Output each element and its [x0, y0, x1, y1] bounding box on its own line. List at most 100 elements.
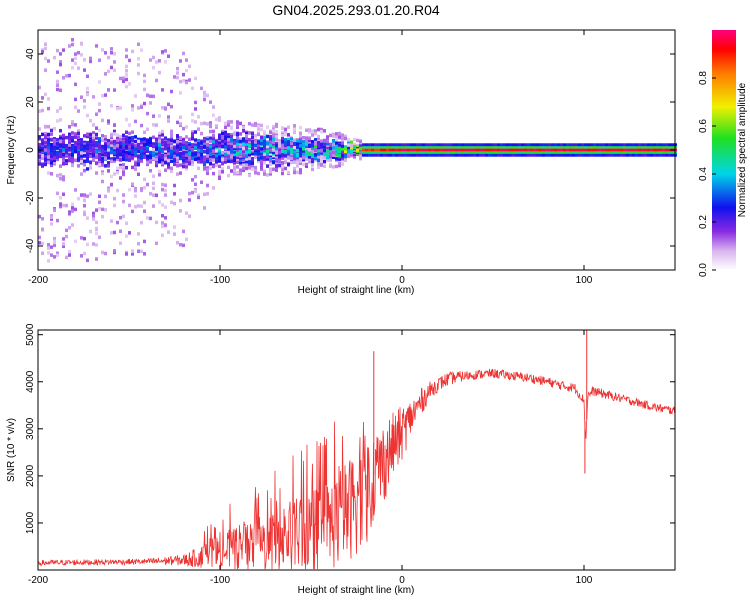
spectrogram-cell	[59, 139, 62, 143]
spectrogram-cell	[626, 143, 629, 147]
spectrogram-cell	[203, 97, 206, 102]
spectrogram-cell	[593, 153, 596, 157]
spectrogram-cell	[122, 133, 125, 138]
spectrogram-cell	[137, 106, 140, 110]
spectrogram-cell	[38, 158, 41, 163]
spectrogram-cell	[554, 145, 557, 149]
spectrogram-cell	[206, 159, 209, 164]
spectrogram-cell	[182, 140, 185, 144]
spectrogram-cell	[374, 143, 377, 147]
spectrogram-cell	[242, 158, 245, 162]
spectrogram-cell	[185, 58, 188, 62]
spectrogram-cell	[71, 120, 74, 124]
spectrogram-cell	[374, 145, 377, 149]
spectrogram-cell	[164, 146, 167, 151]
spectrogram-cell	[146, 216, 149, 220]
spectrogram-cell	[398, 151, 401, 155]
spectrogram-cell	[497, 145, 500, 149]
spectrogram-cell	[569, 153, 572, 157]
spectrogram-cell	[524, 148, 527, 152]
spectrogram-cell	[233, 149, 236, 153]
spectrogram-cell	[425, 151, 428, 155]
spectrogram-cell	[428, 153, 431, 157]
spectrogram-cell	[77, 131, 80, 136]
spectrogram-cell	[89, 56, 92, 61]
spectrogram-cell	[116, 143, 119, 148]
spectrogram-cell	[116, 135, 119, 140]
spectrogram-cell	[338, 146, 341, 151]
spectrogram-cell	[89, 229, 92, 234]
spectrogram-cell	[41, 251, 44, 256]
spectrogram-cell	[116, 153, 119, 158]
spectrogram-cell	[110, 219, 113, 223]
spectrogram-cell	[92, 131, 95, 135]
spectrogram-cell	[392, 148, 395, 152]
spectrogram-cell	[71, 149, 74, 154]
spectrogram-cell	[269, 162, 272, 167]
spectrogram-cell	[134, 160, 137, 165]
spectrogram-cell	[134, 151, 137, 155]
spectrogram-cell	[629, 148, 632, 152]
spectrogram-cell	[269, 130, 272, 135]
spectrogram-cell	[161, 106, 164, 110]
spectrogram-cell	[638, 148, 641, 152]
spectrogram-cell	[101, 179, 104, 184]
spectrogram-ytick-label: 0	[25, 147, 36, 153]
spectrogram-cell	[659, 145, 662, 149]
spectrogram-cell	[281, 133, 284, 137]
spectrogram-cell	[233, 161, 236, 165]
spectrogram-cell	[62, 48, 65, 52]
spectrogram-cell	[68, 158, 71, 163]
spectrogram-cell	[299, 168, 302, 172]
spectrogram-cell	[95, 112, 98, 116]
spectrogram-cell	[95, 140, 98, 145]
spectrogram-cell	[320, 163, 323, 167]
spectrogram-cell	[659, 153, 662, 157]
spectrogram-cell	[212, 145, 215, 150]
spectrogram-cell	[632, 151, 635, 155]
spectrogram-cell	[62, 161, 65, 166]
spectrogram-cell	[626, 151, 629, 155]
spectrogram-cell	[446, 145, 449, 149]
spectrogram-cell	[56, 70, 59, 74]
spectrogram-cell	[236, 160, 239, 164]
spectrogram-cell	[362, 143, 365, 147]
spectrogram-cell	[317, 144, 320, 148]
spectrogram-cell	[206, 137, 209, 142]
spectrogram-cell	[152, 123, 155, 127]
spectrogram-cell	[47, 132, 50, 137]
spectrogram-cell	[119, 134, 122, 139]
spectrogram-cell	[536, 148, 539, 152]
spectrogram-cell	[161, 50, 164, 54]
spectrogram-cell	[260, 163, 263, 167]
spectrogram-cell	[170, 129, 173, 134]
spectrogram-cell	[131, 108, 134, 112]
spectrogram-cell	[89, 143, 92, 148]
spectrogram-cell	[98, 154, 101, 158]
spectrogram-cell	[566, 145, 569, 149]
spectrogram-cell	[113, 230, 116, 235]
spectrogram-cell	[572, 143, 575, 147]
spectrogram-cell	[320, 129, 323, 134]
spectrogram-cell	[176, 144, 179, 149]
spectrogram-cell	[98, 142, 101, 146]
spectrogram-cell	[98, 194, 101, 198]
spectrogram-cell	[62, 192, 65, 196]
spectrogram-cell	[527, 148, 530, 152]
spectrogram-cell	[257, 141, 260, 145]
spectrogram-cell	[308, 157, 311, 162]
snr-ytick-label: 4000	[25, 370, 36, 393]
spectrogram-cell	[248, 137, 251, 142]
spectrogram-cell	[224, 150, 227, 155]
spectrogram-cell	[83, 168, 86, 173]
spectrogram-cell	[527, 143, 530, 147]
spectrogram-cell	[101, 138, 104, 142]
spectrogram-cell	[209, 162, 212, 166]
spectrogram-cell	[611, 148, 614, 152]
spectrogram-cell	[179, 147, 182, 152]
spectrogram-cell	[158, 157, 161, 162]
spectrogram-cell	[620, 153, 623, 157]
spectrogram-cell	[548, 151, 551, 155]
spectrogram-cell	[620, 151, 623, 155]
